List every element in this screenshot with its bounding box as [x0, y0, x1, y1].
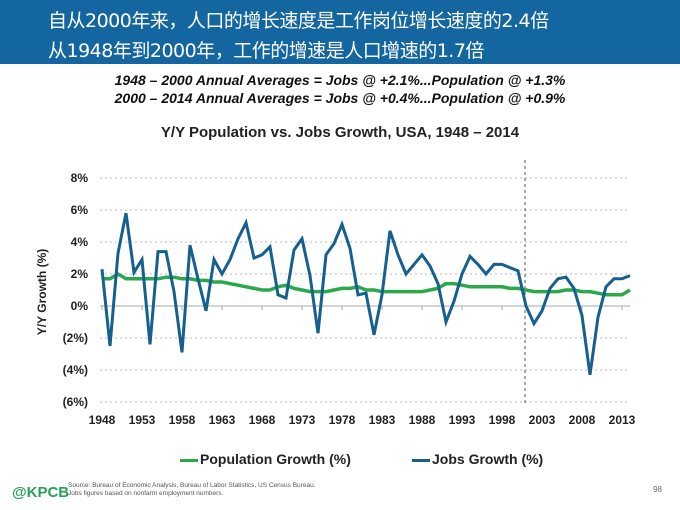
header-line-2: 从1948年到2000年，工作的增速是人口增速的1.7倍: [48, 40, 484, 62]
legend-jobs: Jobs Growth (%): [412, 451, 543, 467]
legend-swatch-population: [180, 458, 198, 462]
x-tick-label: 1983: [369, 413, 396, 427]
header-banner: 自从2000年来，人口的增长速度是工作岗位增长速度的2.4倍 从1948年到20…: [0, 0, 680, 64]
x-tick-label: 1998: [489, 413, 516, 427]
source-line-1: Source: Bureau of Economic Analysis, Bur…: [68, 482, 316, 489]
x-tick-label: 1953: [129, 413, 156, 427]
header-line-1: 自从2000年来，人口的增长速度是工作岗位增长速度的2.4倍: [48, 10, 549, 32]
y-tick-label: 8%: [71, 171, 89, 185]
y-tick-label: 2%: [71, 267, 89, 281]
jobs-growth-line: [100, 212, 631, 376]
subtitle-line-1: 1948 – 2000 Annual Averages = Jobs @ +2.…: [114, 72, 566, 88]
chart-title: Y/Y Population vs. Jobs Growth, USA, 194…: [160, 124, 520, 141]
y-tick-label: 0%: [71, 299, 89, 313]
legend-swatch-jobs: [412, 458, 430, 462]
x-tick-label: 1993: [449, 413, 476, 427]
kpcb-logo: @KPCB: [12, 484, 70, 501]
x-tick-label: 1963: [209, 413, 236, 427]
y-tick-label: 6%: [71, 203, 89, 217]
source-note: Source: Bureau of Economic Analysis, Bur…: [68, 482, 316, 498]
x-tick-label: 1948: [89, 413, 116, 427]
x-tick-label: 1968: [249, 413, 276, 427]
x-tick-label: 2013: [609, 413, 636, 427]
source-line-2: Jobs figures based on nonfarm employment…: [68, 490, 224, 497]
x-tick-label: 1988: [409, 413, 436, 427]
y-tick-label: 4%: [71, 235, 89, 249]
y-tick-label: (4%): [63, 363, 88, 377]
page-number: 98: [653, 485, 662, 494]
y-tick-label: (6%): [63, 395, 88, 409]
x-tick-label: 1973: [289, 413, 316, 427]
legend-population: Population Growth (%): [180, 451, 351, 467]
x-tick-label: 2008: [569, 413, 596, 427]
subtitle-line-2: 2000 – 2014 Annual Averages = Jobs @ +0.…: [114, 90, 566, 106]
x-tick-label: 1978: [329, 413, 356, 427]
legend-label-jobs: Jobs Growth (%): [432, 451, 544, 467]
y-axis-label: Y/Y Growth (%): [35, 249, 49, 335]
y-tick-label: (2%): [63, 331, 88, 345]
x-tick-label: 2003: [529, 413, 556, 427]
x-tick-label: 1958: [169, 413, 196, 427]
legend-label-population: Population Growth (%): [200, 451, 351, 467]
